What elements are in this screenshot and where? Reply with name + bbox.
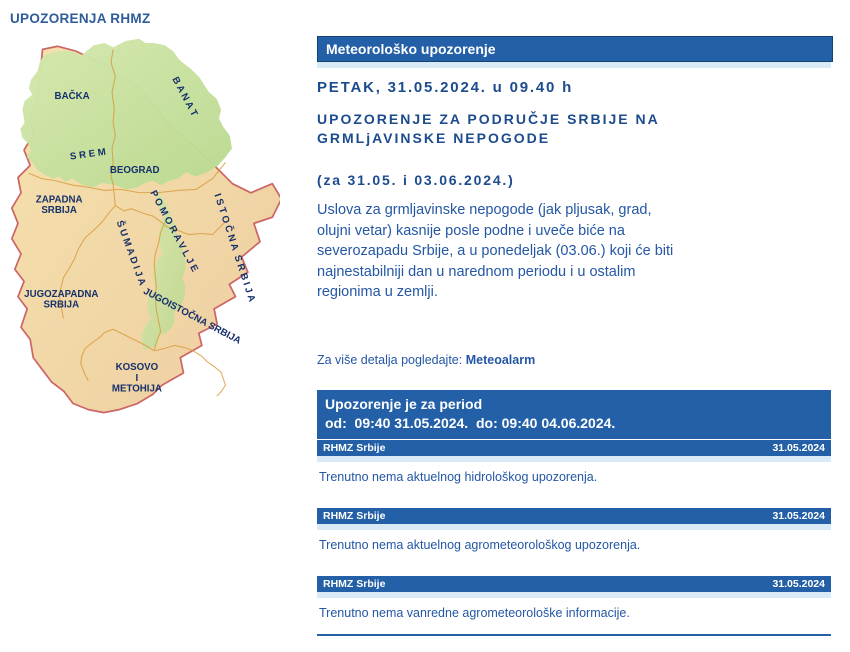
svg-text:KOSOVO: KOSOVO [116, 362, 159, 373]
svg-text:JUGOZAPADNA: JUGOZAPADNA [24, 289, 98, 300]
svg-text:ZAPADNA: ZAPADNA [36, 194, 83, 205]
svg-text:BEOGRAD: BEOGRAD [110, 165, 160, 176]
svg-text:SRBIJA: SRBIJA [41, 205, 77, 216]
svg-text:I: I [136, 373, 139, 384]
svg-text:METOHIJA: METOHIJA [112, 384, 162, 395]
svg-text:SRBIJA: SRBIJA [44, 300, 80, 311]
svg-text:BAČKA: BAČKA [55, 90, 90, 102]
